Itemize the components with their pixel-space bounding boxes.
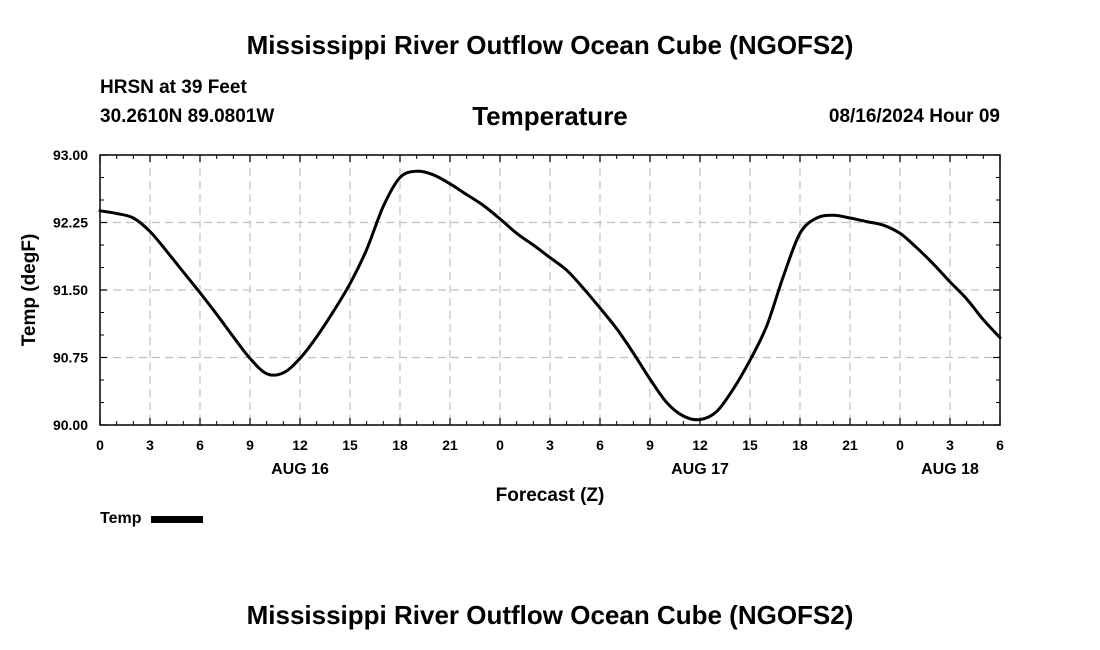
x-tick-label: 0: [896, 437, 904, 453]
x-date-label: AUG 18: [921, 461, 979, 478]
chart-subtitle: Temperature: [472, 101, 628, 131]
x-tick-label: 0: [496, 437, 504, 453]
legend-label: Temp: [100, 510, 142, 527]
legend-swatch: [151, 515, 204, 523]
x-date-label: AUG 17: [671, 461, 729, 478]
y-tick-label: 90.75: [53, 350, 88, 366]
x-tick-label: 3: [946, 437, 954, 453]
y-tick-label: 92.25: [53, 215, 88, 231]
x-tick-label: 3: [546, 437, 554, 453]
x-tick-label: 15: [342, 437, 358, 453]
y-tick-label: 90.00: [53, 417, 88, 433]
legend: Temp: [100, 510, 204, 528]
x-tick-label: 9: [646, 437, 654, 453]
x-axis-title: Forecast (Z): [496, 485, 605, 506]
x-date-label: AUG 16: [271, 461, 329, 478]
footer-title: Mississippi River Outflow Ocean Cube (NG…: [246, 600, 854, 630]
x-tick-label: 21: [442, 437, 458, 453]
x-tick-label: 9: [246, 437, 254, 453]
x-tick-label: 18: [392, 437, 408, 453]
station-label: HRSN at 39 Feet: [100, 77, 247, 98]
y-axis-title: Temp (degF): [19, 234, 40, 347]
chart-title: Mississippi River Outflow Ocean Cube (NG…: [246, 30, 854, 60]
x-tick-label: 21: [842, 437, 858, 453]
x-tick-label: 12: [292, 437, 308, 453]
coordinates-label: 30.2610N 89.0801W: [100, 106, 275, 127]
x-tick-label: 6: [996, 437, 1004, 453]
x-tick-label: 0: [96, 437, 104, 453]
x-tick-label: 6: [596, 437, 604, 453]
x-tick-label: 18: [792, 437, 808, 453]
series-line-temp: [98, 169, 1002, 422]
x-tick-label: 6: [196, 437, 204, 453]
y-tick-label: 93.00: [53, 147, 88, 163]
plot-frame: [99, 154, 1001, 426]
forecast-datetime: 08/16/2024 Hour 09: [828, 106, 1000, 127]
x-tick-label: 3: [146, 437, 154, 453]
y-tick-label: 91.50: [53, 282, 88, 298]
x-tick-label: 12: [692, 437, 708, 453]
x-tick-label: 15: [742, 437, 758, 453]
